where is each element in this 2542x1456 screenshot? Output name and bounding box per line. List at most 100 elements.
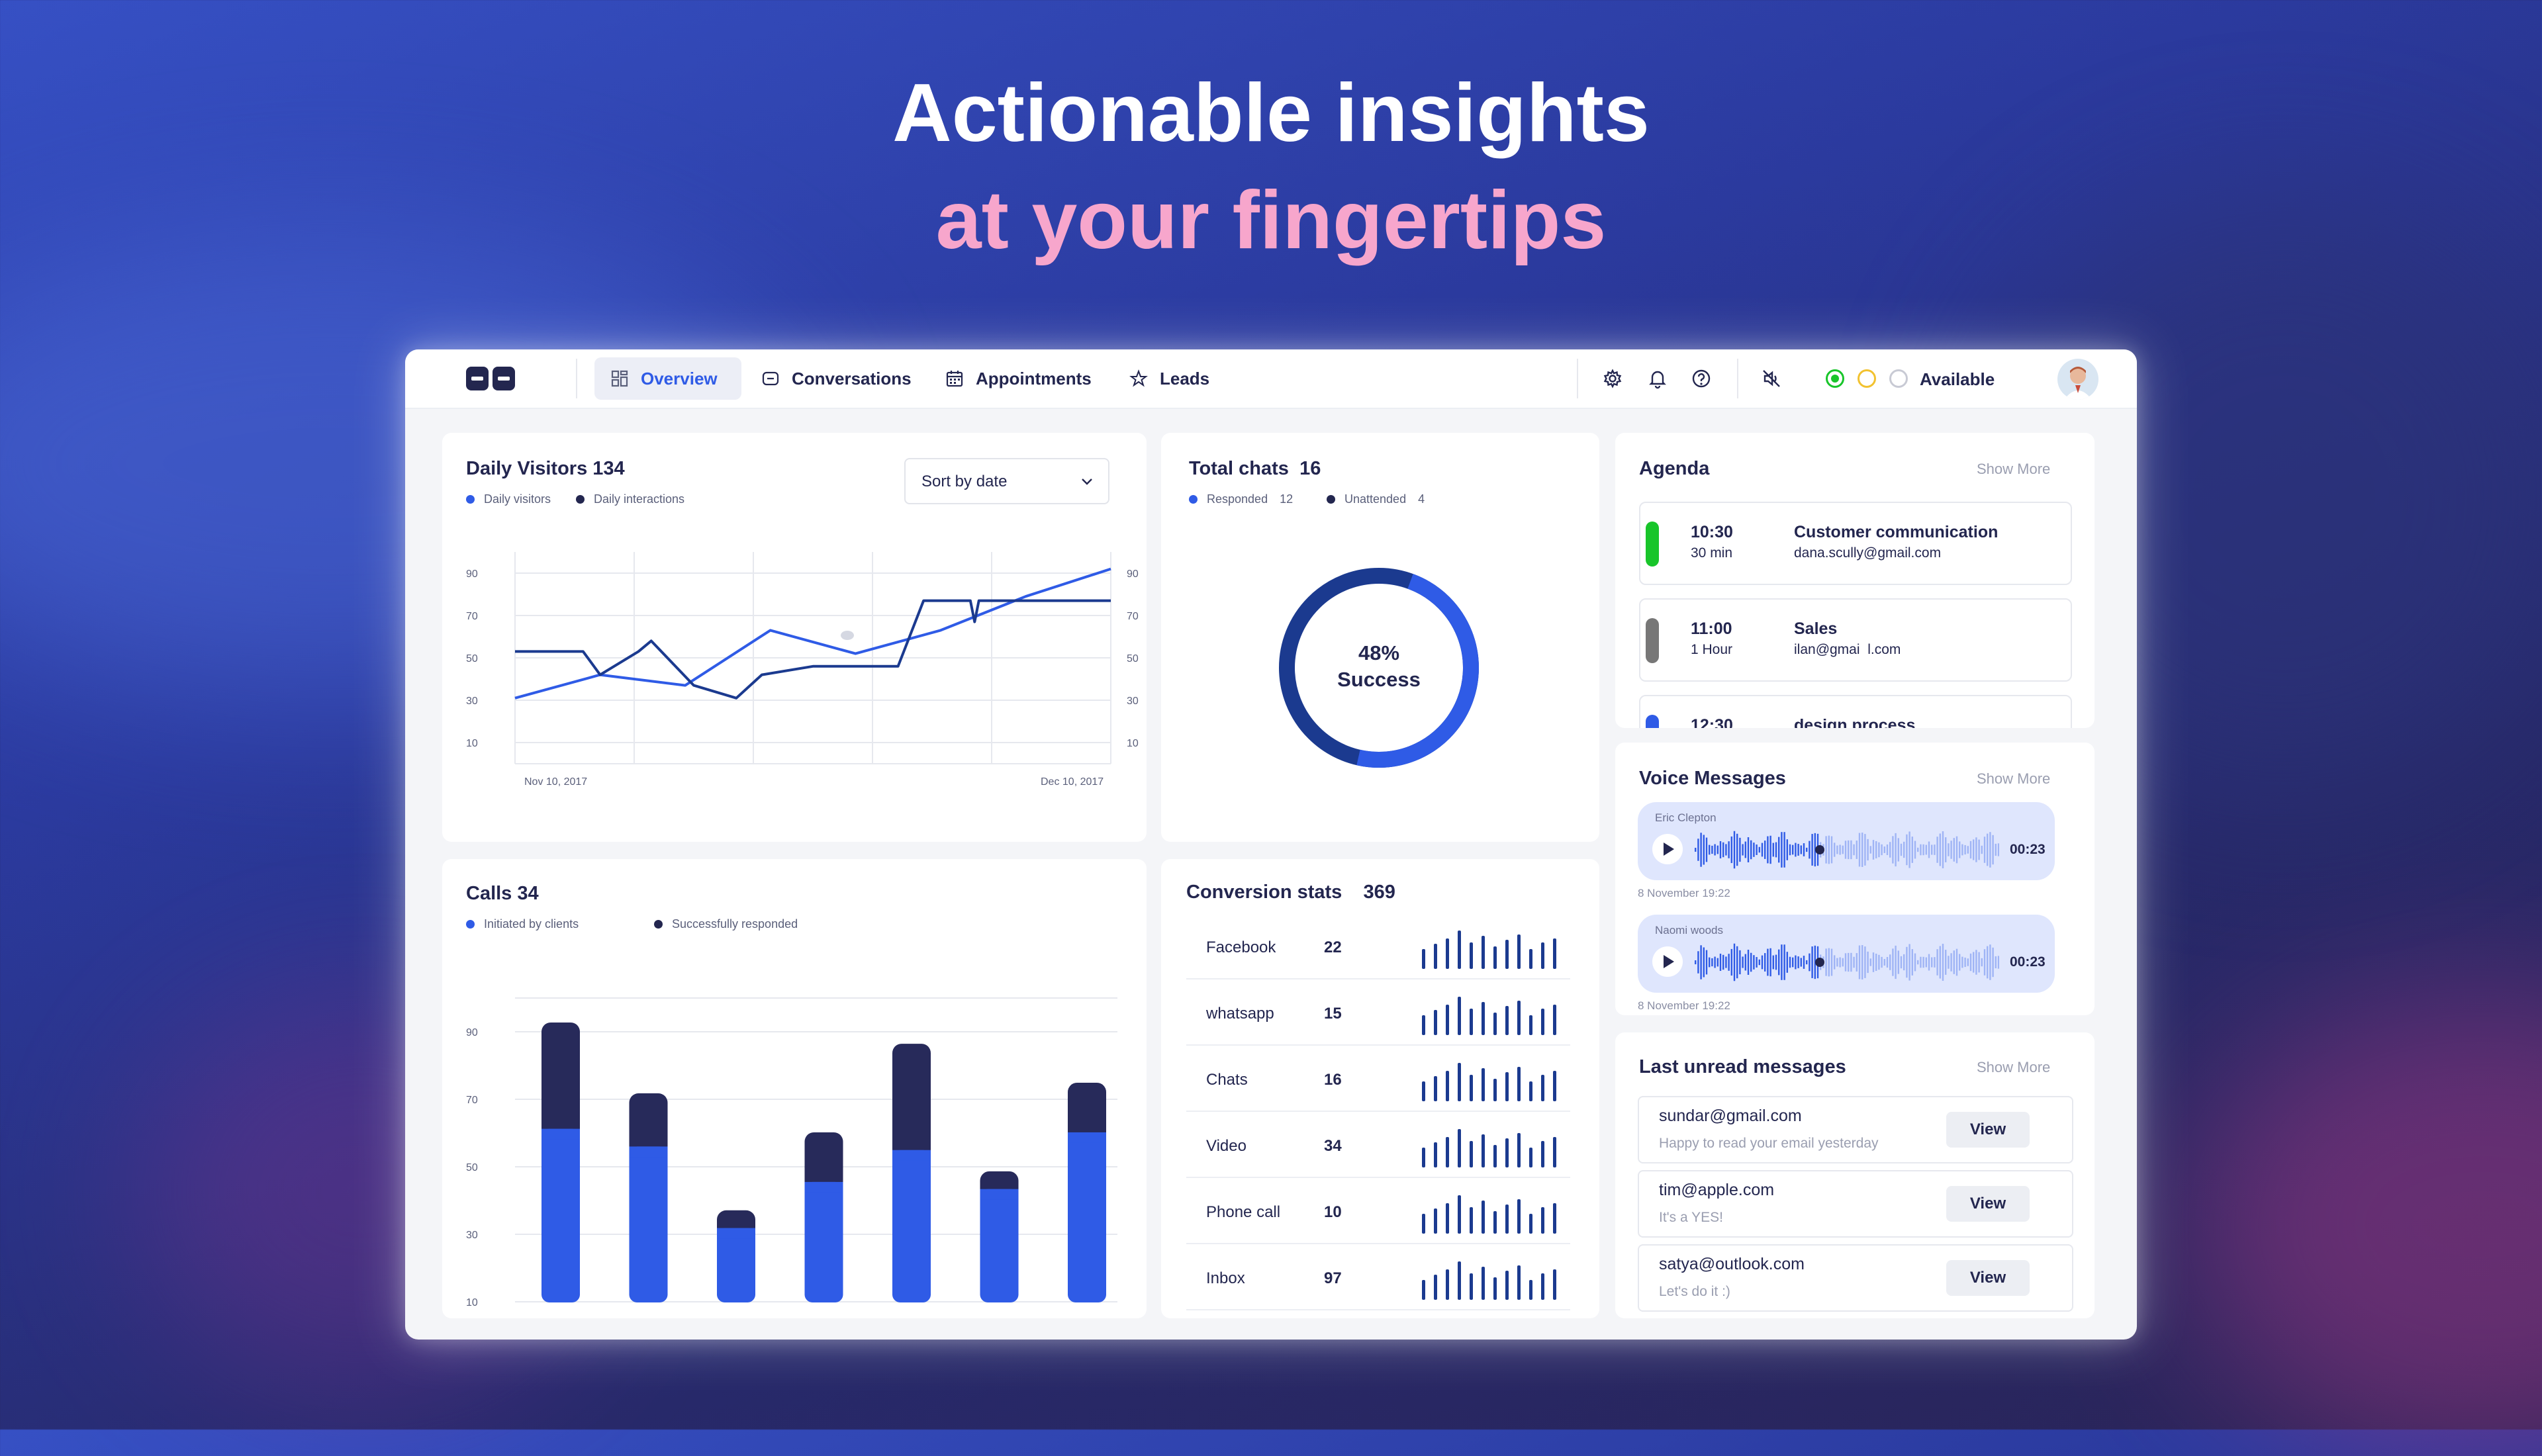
messages-show-more-link[interactable]: Show More [1977, 1059, 2051, 1075]
waveform-bar [1747, 950, 1750, 975]
conversion-row[interactable]: whatsapp 15 [1186, 978, 1570, 1046]
play-button[interactable] [1652, 946, 1683, 977]
sparkline-bar [1470, 1273, 1473, 1300]
waveform-bar [1892, 836, 1894, 864]
sparkline-bar [1446, 938, 1449, 969]
agenda-card: Agenda Show More 10:30 30 min Customer c… [1615, 433, 2095, 728]
waveform-bar [1922, 844, 1924, 856]
waveform-bar [1883, 959, 1885, 966]
waveform-bar [1853, 844, 1855, 856]
sparkline-bar [1434, 1275, 1437, 1300]
waveform-bar [1939, 833, 1941, 866]
view-button[interactable]: View [1946, 1260, 2030, 1296]
divider [1577, 359, 1578, 398]
mute-icon[interactable] [1761, 368, 1782, 389]
sparkline-bar [1458, 1195, 1461, 1234]
channel-value: 10 [1324, 1203, 1342, 1221]
avatar[interactable] [2057, 359, 2098, 400]
sort-dropdown[interactable]: Sort by date [904, 458, 1109, 504]
waveform[interactable] [1695, 942, 1999, 982]
status-available-dot[interactable] [1826, 369, 1844, 388]
tab-overview[interactable]: Overview [594, 357, 741, 400]
agenda-item[interactable]: 12:30 design process [1639, 695, 2072, 728]
sparkline-bar [1470, 1207, 1473, 1234]
conversion-row[interactable]: Inbox 97 [1186, 1243, 1570, 1310]
status-away-dot[interactable] [1858, 369, 1876, 388]
bell-icon[interactable] [1647, 368, 1668, 389]
waveform-bar [1719, 953, 1722, 972]
sparkline-bar [1493, 1013, 1497, 1035]
waveform-bar [1959, 954, 1961, 971]
success-label: Success [1337, 668, 1421, 691]
bar-initiated-by-clients [717, 1228, 755, 1302]
chat-icon [762, 371, 779, 386]
agenda-item[interactable]: 11:00 1 Hour Sales ilan@gmai l.com [1639, 598, 2072, 682]
waveform-bar [1861, 833, 1863, 867]
message-item[interactable]: tim@apple.com It's a YES! View [1638, 1170, 2073, 1238]
y-tick-label: 50 [466, 1162, 478, 1173]
sparkline-bar [1517, 1067, 1521, 1101]
voice-message-player[interactable]: Eric Clepton 00:23 [1638, 802, 2055, 880]
waveform-bar [1725, 844, 1727, 856]
waveform-bar [1987, 833, 1989, 866]
waveform-bar [1987, 946, 1989, 979]
y-tick-label: 10 [1127, 738, 1139, 749]
waveform-bar [1783, 944, 1785, 980]
sparkline-bar [1493, 1079, 1497, 1101]
conversion-row[interactable]: Chats 16 [1186, 1044, 1570, 1112]
divider [1737, 359, 1738, 398]
message-item[interactable]: satya@outlook.com Let's do it :) View [1638, 1244, 2073, 1312]
help-icon[interactable] [1691, 368, 1712, 389]
tab-leads[interactable]: Leads [1129, 357, 1209, 400]
app-logo-icon[interactable] [466, 367, 515, 390]
status-label[interactable]: Available [1920, 369, 1995, 389]
success-percent: 48% [1358, 641, 1400, 664]
waveform-bar [1711, 845, 1713, 854]
waveform-bar [1769, 835, 1771, 864]
tab-appointments[interactable]: Appointments [945, 357, 1092, 400]
waveform-bar [1878, 954, 1880, 970]
waveform-bar [1967, 958, 1969, 966]
agenda-show-more-link[interactable]: Show More [1977, 461, 2051, 477]
channel-name: Facebook [1206, 938, 1276, 956]
bar-initiated-top [980, 1189, 1019, 1200]
view-button[interactable]: View [1946, 1112, 2030, 1148]
agenda-item[interactable]: 10:30 30 min Customer communication dana… [1639, 502, 2072, 585]
waveform-bar [1961, 956, 1963, 968]
waveform-bar [1989, 832, 1991, 868]
waveform-bar [1978, 839, 1980, 860]
waveform-bar [1778, 949, 1780, 976]
voice-message-player[interactable]: Naomi woods 00:23 [1638, 915, 2055, 993]
sparkline-bar [1553, 1071, 1556, 1101]
status-offline-dot[interactable] [1889, 369, 1908, 388]
waveform-bar [1814, 833, 1816, 867]
waveform-bar [1828, 948, 1830, 977]
sparkline-bar [1422, 1015, 1425, 1035]
agenda-duration: 30 min [1691, 545, 1733, 561]
waveform-bar [1875, 953, 1877, 972]
waveform-bar [1756, 957, 1758, 968]
message-item[interactable]: sundar@gmail.com Happy to read your emai… [1638, 1096, 2073, 1163]
waveform-bar [1809, 953, 1811, 972]
channel-value: 97 [1324, 1269, 1342, 1287]
gear-icon[interactable] [1602, 368, 1623, 389]
waveform-bar [1700, 945, 1702, 979]
sparkline-bar [1422, 1081, 1425, 1101]
channel-name: Video [1206, 1137, 1247, 1155]
waveform-bar [1744, 954, 1746, 971]
y-tick-label: 90 [466, 569, 478, 580]
y-tick-label: 50 [1127, 653, 1139, 664]
conversion-row[interactable]: Video 34 [1186, 1111, 1570, 1178]
waveform-bar [1753, 955, 1755, 970]
conversion-row[interactable]: Phone call 10 [1186, 1177, 1570, 1244]
waveform-bar [1792, 844, 1794, 855]
waveform-bar [1722, 954, 1724, 970]
waveform[interactable] [1695, 830, 1999, 870]
view-button[interactable]: View [1946, 1186, 2030, 1222]
tab-conversations[interactable]: Conversations [761, 357, 912, 400]
play-button[interactable] [1652, 834, 1683, 864]
conversion-row[interactable]: Facebook 22 [1186, 912, 1570, 979]
waveform-bar [1969, 953, 1972, 972]
waveform-bar [1942, 944, 1944, 981]
voice-show-more-link[interactable]: Show More [1977, 770, 2051, 787]
